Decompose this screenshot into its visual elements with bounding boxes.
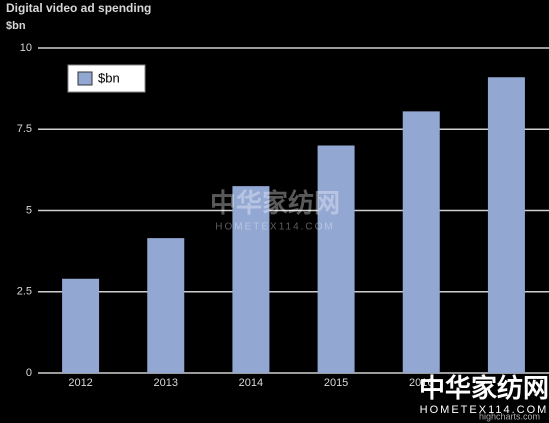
bar [487, 77, 525, 373]
bar [402, 111, 440, 373]
watermark: HOMETEX114.COM [215, 222, 335, 233]
chart-title: Digital video ad spending [6, 1, 151, 15]
y-tick-label: 0 [26, 367, 32, 379]
x-tick-label: 2012 [68, 377, 92, 389]
y-tick-label: 5 [26, 204, 32, 216]
bar [317, 145, 355, 373]
y-tick-label: 7.5 [17, 123, 32, 135]
x-tick-label: 2016 [409, 377, 433, 389]
bar [232, 186, 270, 373]
bar [147, 238, 185, 373]
x-tick-label: 2015 [324, 377, 348, 389]
x-tick-label: 2013 [154, 377, 178, 389]
credits: highcharts.com [479, 411, 540, 421]
watermark: HOMETEX114.COM [420, 404, 549, 416]
chart-subtitle: $bn [6, 20, 26, 32]
watermark: 中华家纺网 [210, 188, 340, 218]
legend: $bn [67, 64, 146, 93]
legend-swatch [77, 71, 93, 86]
x-tick-label: 2014 [239, 377, 263, 389]
watermark: 中华家纺网 [419, 373, 549, 403]
bar [62, 278, 100, 373]
y-tick-label: 10 [20, 42, 32, 54]
y-tick-label: 2.5 [17, 286, 32, 298]
legend-label: $bn [98, 70, 120, 85]
